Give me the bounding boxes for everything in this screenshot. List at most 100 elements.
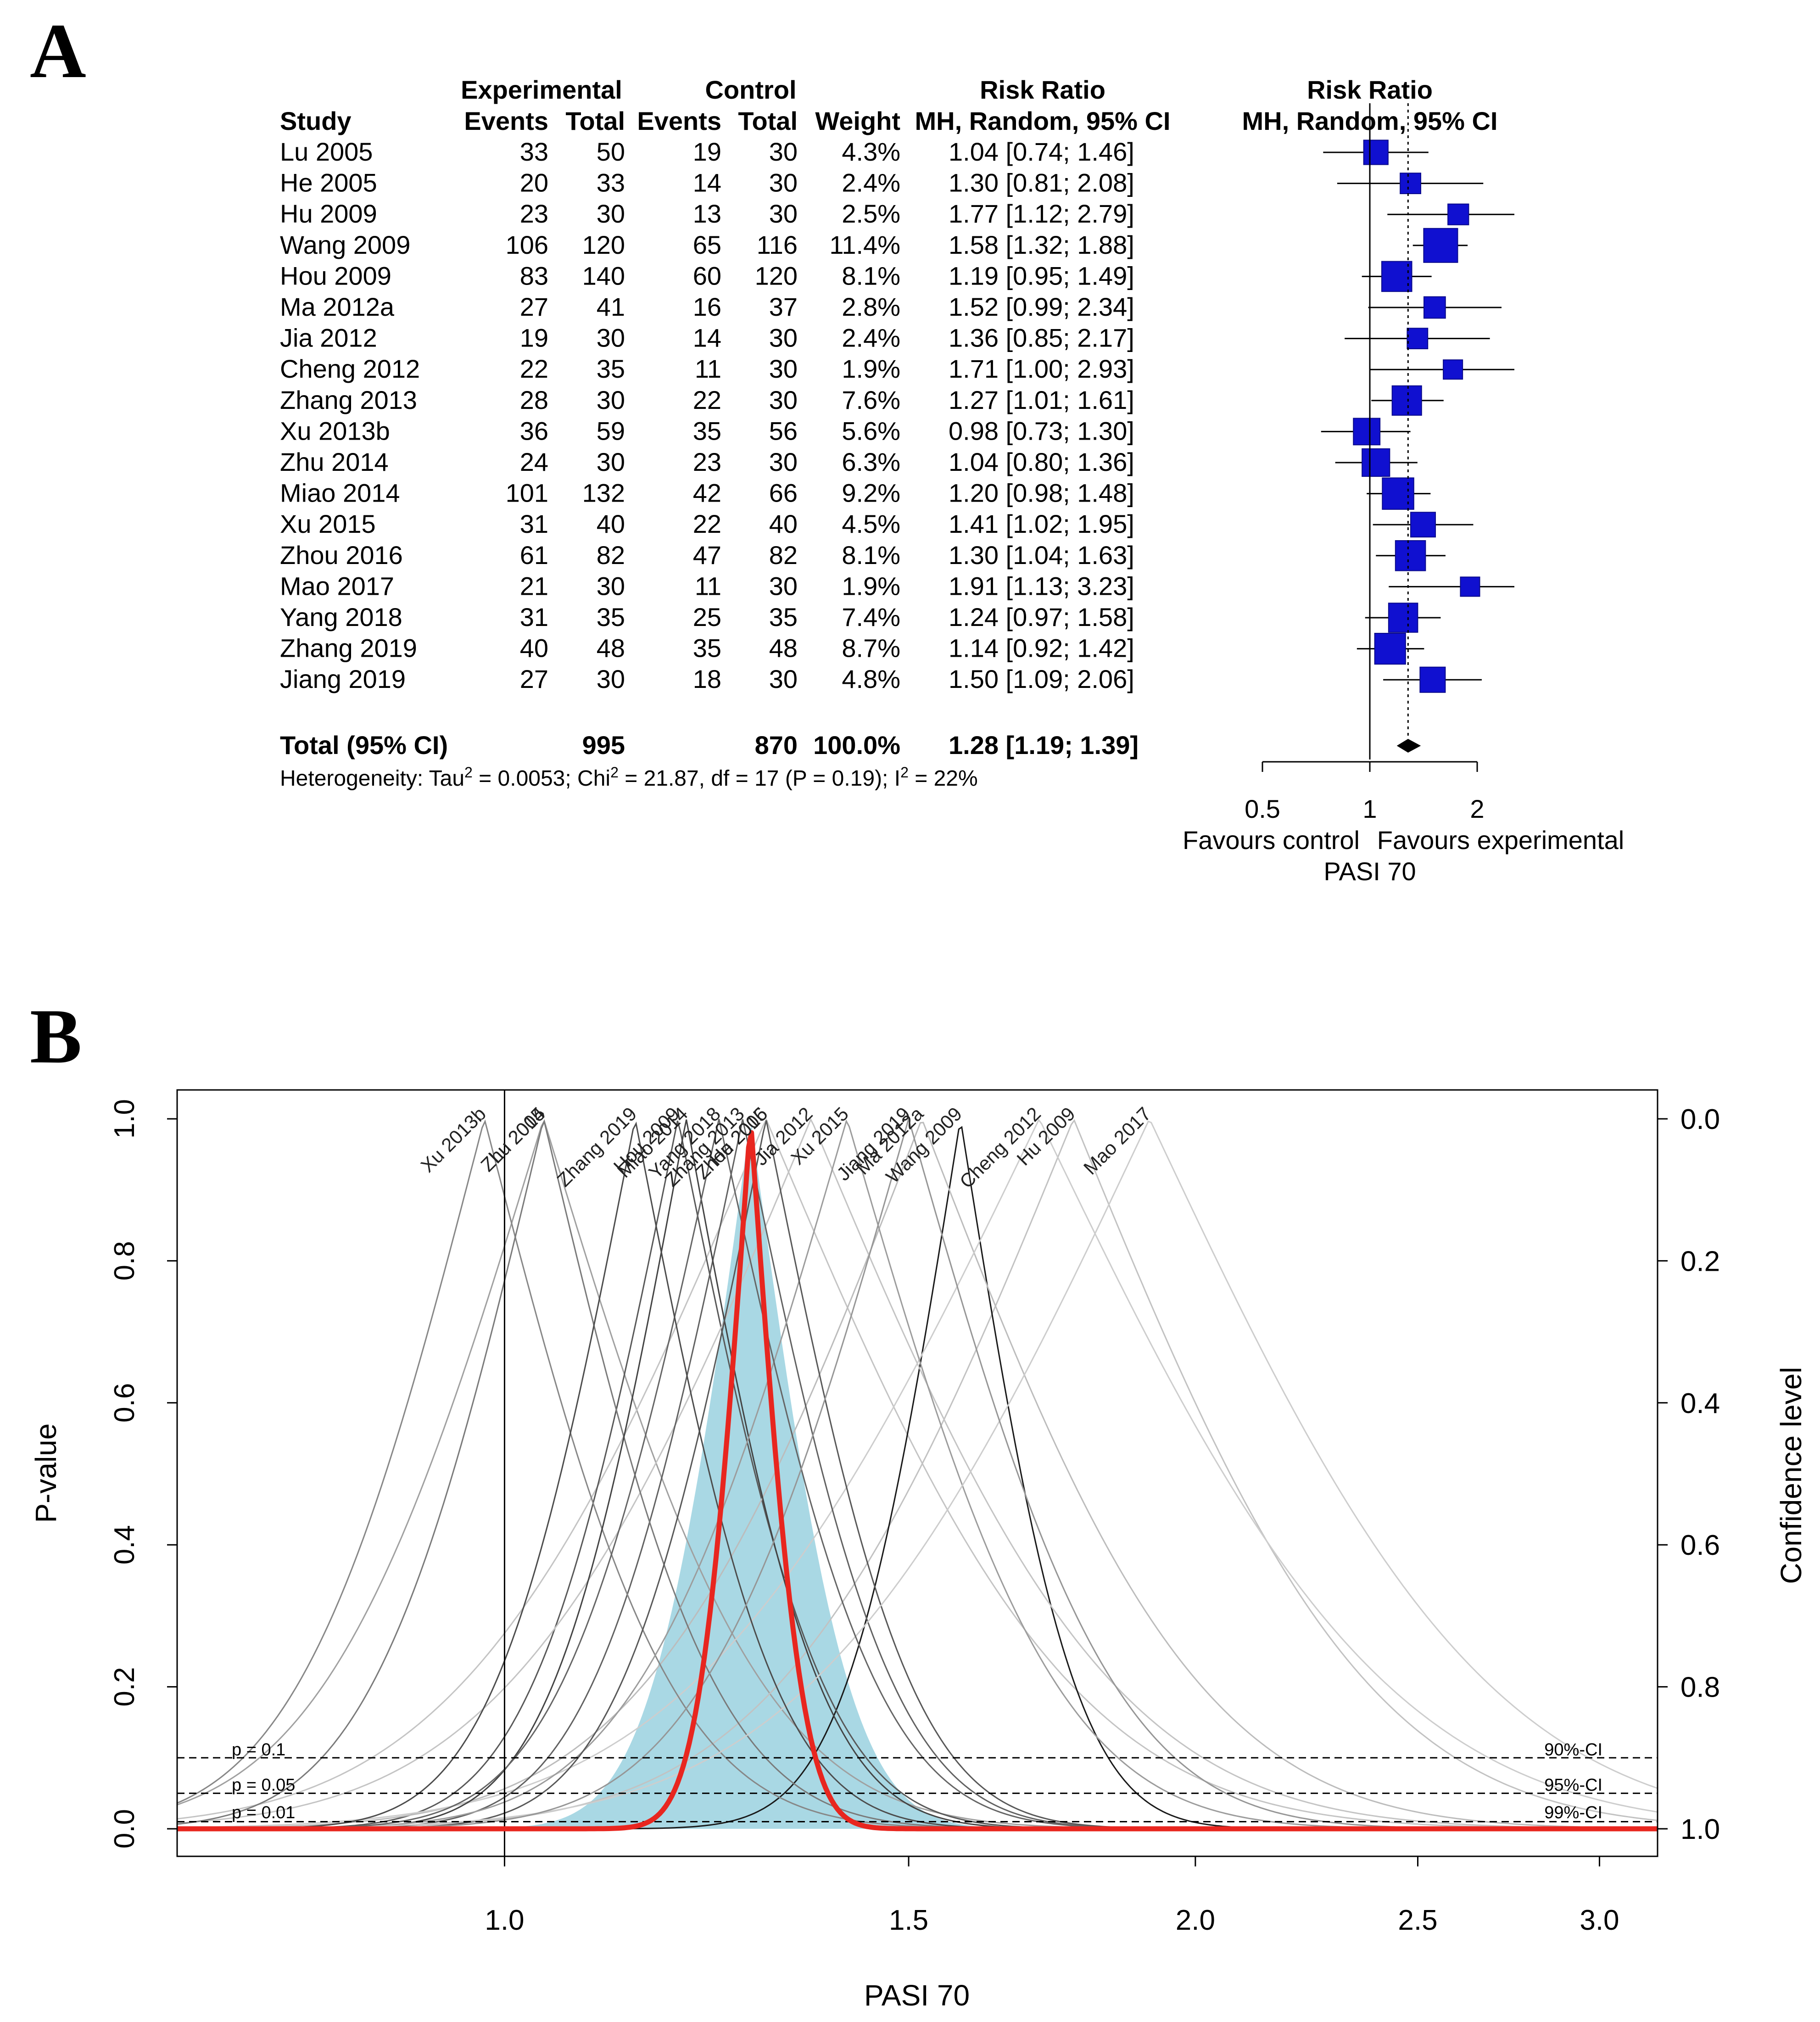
ci-label-90: 90%-CI xyxy=(1544,1740,1602,1759)
ctrl-events: 18 xyxy=(693,665,721,693)
y2-axis-label: Confidence level xyxy=(1775,1367,1808,1584)
ctrl-events: 60 xyxy=(693,261,721,290)
y2-tick-label: 0.0 xyxy=(1680,1104,1720,1135)
exp-events: 24 xyxy=(520,447,548,476)
study-name: Wang 2009 xyxy=(280,230,410,259)
y-tick-label: 0.6 xyxy=(109,1383,140,1423)
header-risk-ratio: Risk Ratio xyxy=(980,75,1105,104)
study-effect-square xyxy=(1443,359,1463,380)
study-name: Ma 2012a xyxy=(280,292,395,321)
exp-events: 40 xyxy=(520,634,548,663)
study-pvalue-curve xyxy=(177,1119,1658,1830)
exp-events: 23 xyxy=(520,199,548,228)
weight: 11.4% xyxy=(829,230,900,259)
exp-total: 132 xyxy=(582,479,625,508)
y2-tick-label: 0.6 xyxy=(1680,1530,1720,1561)
header-ctrl-total: Total xyxy=(738,106,798,135)
ctrl-events: 13 xyxy=(693,199,721,228)
study-name: Zhang 2019 xyxy=(280,634,417,663)
y-tick-label: 0.0 xyxy=(109,1809,140,1849)
risk-ratio-ci: 1.77 [1.12; 2.79] xyxy=(949,199,1134,228)
study-name: Miao 2014 xyxy=(280,479,400,508)
study-name: Jia 2012 xyxy=(280,324,377,352)
study-effect-square xyxy=(1419,666,1446,693)
ctrl-events: 19 xyxy=(693,137,721,166)
study-pvalue-curve xyxy=(177,1118,1658,1828)
study-name: Zhang 2013 xyxy=(280,385,417,414)
risk-ratio-ci: 1.50 [1.09; 2.06] xyxy=(949,665,1134,693)
ctrl-total: 40 xyxy=(769,509,798,538)
y-tick-label: 0.4 xyxy=(109,1525,140,1564)
exp-total: 35 xyxy=(597,603,625,631)
p-label-0.01: p = 0.01 xyxy=(232,1803,295,1822)
forest-x-tick-label: 1 xyxy=(1362,794,1377,823)
prediction-region xyxy=(177,1126,1658,1829)
y-tick-label: 0.8 xyxy=(109,1241,140,1280)
risk-ratio-ci: 1.20 [0.98; 1.48] xyxy=(949,479,1134,508)
ctrl-total: 66 xyxy=(769,479,798,508)
exp-events: 21 xyxy=(520,571,548,600)
header-weight: Weight xyxy=(815,106,900,135)
total-risk-ratio: 1.28 [1.19; 1.39] xyxy=(949,731,1139,760)
forest-plot: 0.5 1 2 xyxy=(1245,103,1514,823)
y2-tick-label: 0.2 xyxy=(1680,1246,1720,1277)
panel-a-label: A xyxy=(30,8,86,94)
weight: 6.3% xyxy=(842,447,900,476)
panel-a: A Experimental Control Risk Ratio Risk R… xyxy=(30,8,1624,886)
ctrl-events: 23 xyxy=(693,447,721,476)
exp-events: 61 xyxy=(520,541,548,570)
plot-frame xyxy=(176,1089,1658,1857)
ctrl-total: 30 xyxy=(769,447,798,476)
study-effect-square xyxy=(1410,512,1436,538)
study-name: Jiang 2019 xyxy=(280,665,406,693)
ctrl-total: 30 xyxy=(769,199,798,228)
x-tick-label: 2.0 xyxy=(1176,1905,1215,1936)
y2-tick-label: 1.0 xyxy=(1680,1814,1720,1845)
pooled-pvalue-curve xyxy=(177,1130,1658,1832)
study-name: Lu 2005 xyxy=(280,137,373,166)
ctrl-events: 35 xyxy=(693,416,721,445)
study-effect-square xyxy=(1395,540,1426,571)
exp-events: 31 xyxy=(520,509,548,538)
weight: 5.6% xyxy=(842,416,900,445)
risk-ratio-ci: 1.30 [0.81; 2.08] xyxy=(949,168,1134,197)
ctrl-events: 35 xyxy=(693,634,721,663)
ctrl-events: 42 xyxy=(693,479,721,508)
weight: 4.3% xyxy=(842,137,900,166)
ctrl-total: 120 xyxy=(755,261,798,290)
study-effect-square xyxy=(1362,448,1390,477)
study-effect-square xyxy=(1381,261,1412,292)
y2-tick-label: 0.4 xyxy=(1680,1388,1720,1419)
y-tick-label: 0.2 xyxy=(109,1667,140,1706)
weight: 2.4% xyxy=(842,324,900,352)
study-pvalue-curve xyxy=(177,1118,1658,1830)
exp-total: 48 xyxy=(597,634,625,663)
risk-ratio-ci: 1.36 [0.85; 2.17] xyxy=(949,324,1134,352)
risk-ratio-ci: 1.27 [1.01; 1.61] xyxy=(949,385,1134,414)
header-experimental: Experimental xyxy=(461,75,622,104)
ctrl-total: 30 xyxy=(769,385,798,414)
study-effect-square xyxy=(1447,203,1469,225)
study-pvalue-curve xyxy=(177,1121,1658,1830)
study-effect-square xyxy=(1423,296,1446,319)
study-effect-square xyxy=(1423,228,1458,263)
ctrl-total: 30 xyxy=(769,324,798,352)
ctrl-events: 11 xyxy=(695,354,721,383)
exp-total: 30 xyxy=(597,665,625,693)
study-name: He 2005 xyxy=(280,168,377,197)
exp-events: 19 xyxy=(520,324,548,352)
forest-table-rows: Lu 2005 33 50 19 30 4.3% 1.04 [0.74; 1.46]He 2… xyxy=(280,137,1134,693)
risk-ratio-ci: 1.58 [1.32; 1.88] xyxy=(949,230,1134,259)
weight: 4.5% xyxy=(842,509,900,538)
total-exp-total: 995 xyxy=(582,731,625,760)
ctrl-events: 47 xyxy=(693,541,721,570)
weight: 9.2% xyxy=(842,479,900,508)
header-control: Control xyxy=(705,75,796,104)
exp-events: 22 xyxy=(520,354,548,383)
exp-events: 28 xyxy=(520,385,548,414)
risk-ratio-ci: 1.19 [0.95; 1.49] xyxy=(949,261,1134,290)
p-label-0.05: p = 0.05 xyxy=(232,1776,295,1795)
p-label-0.1: p = 0.1 xyxy=(232,1740,285,1759)
study-effect-square xyxy=(1391,385,1422,416)
